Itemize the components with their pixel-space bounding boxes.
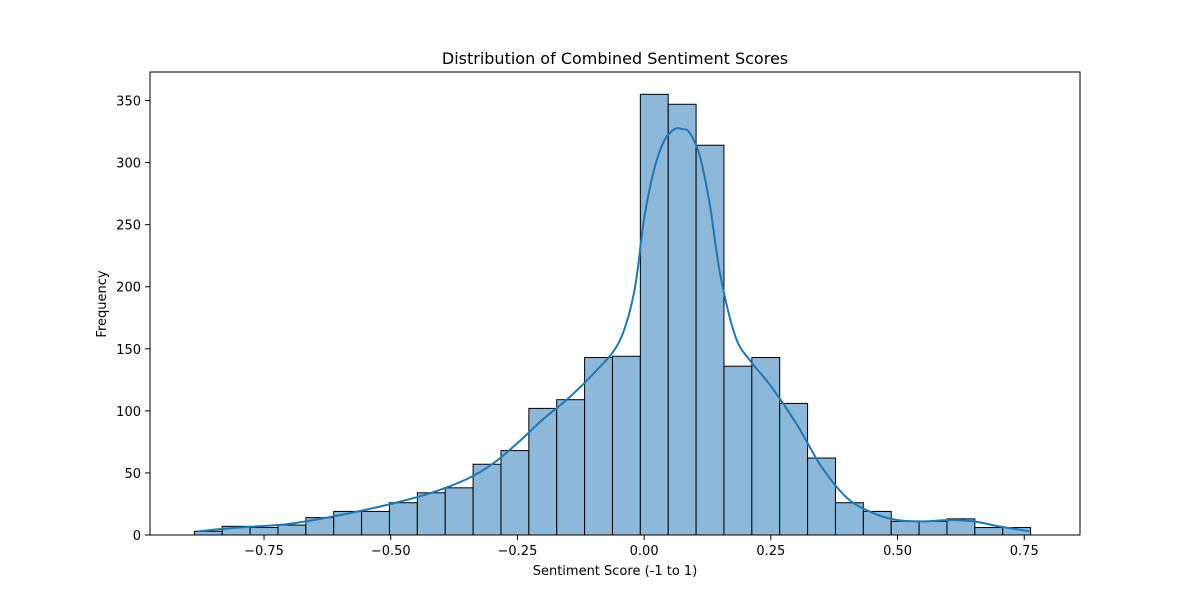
y-tick-label: 350 <box>116 95 141 110</box>
histogram-bar <box>500 450 530 536</box>
histogram-bar <box>472 463 502 536</box>
histogram-bar <box>807 457 836 536</box>
histogram-bar <box>388 502 418 536</box>
histogram-bar <box>834 502 864 536</box>
y-tick-label: 150 <box>116 343 141 358</box>
y-axis-ticks: 0 50 100 150 200 250 300 350 <box>116 95 150 544</box>
histogram-bar <box>751 356 781 536</box>
histogram-bar <box>556 399 586 536</box>
plot-area-frame <box>149 71 1081 536</box>
chart-title: Distribution of Combined Sentiment Score… <box>442 49 788 68</box>
histogram-bar <box>444 487 474 536</box>
y-tick-label: 300 <box>116 157 141 172</box>
histogram-bar <box>277 524 307 536</box>
x-tick-label: −0.25 <box>498 544 538 559</box>
histogram-bar <box>974 527 1004 536</box>
histogram-bar <box>667 103 697 536</box>
histogram-bar <box>584 356 613 536</box>
histogram-bars <box>193 93 1032 536</box>
x-tick-label: 0.50 <box>883 544 912 559</box>
histogram-bar <box>416 492 446 536</box>
x-axis-label: Sentiment Score (-1 to 1) <box>533 564 698 579</box>
y-tick-label: 200 <box>116 281 141 296</box>
histogram-bar <box>779 402 809 536</box>
y-tick-label: 0 <box>133 529 141 544</box>
x-axis-ticks: −0.75 −0.50 −0.25 0.00 0.25 0.50 0.75 <box>244 535 1039 559</box>
histogram-bar <box>639 93 669 536</box>
histogram-bar <box>918 520 948 536</box>
y-axis-label: Frequency <box>95 270 110 337</box>
x-tick-label: 0.00 <box>630 544 659 559</box>
histogram-bar <box>890 520 920 536</box>
histogram-bar <box>249 527 279 536</box>
y-tick-label: 100 <box>116 405 141 420</box>
histogram-bar <box>611 355 641 536</box>
x-tick-label: 0.75 <box>1010 544 1039 559</box>
y-tick-label: 250 <box>116 219 141 234</box>
x-tick-label: −0.50 <box>371 544 411 559</box>
kde-curve <box>198 127 1030 533</box>
histogram-bar <box>723 365 753 536</box>
x-tick-label: −0.75 <box>244 544 284 559</box>
histogram-bar <box>361 510 390 536</box>
y-tick-label: 50 <box>124 467 141 482</box>
x-tick-label: 0.25 <box>756 544 785 559</box>
